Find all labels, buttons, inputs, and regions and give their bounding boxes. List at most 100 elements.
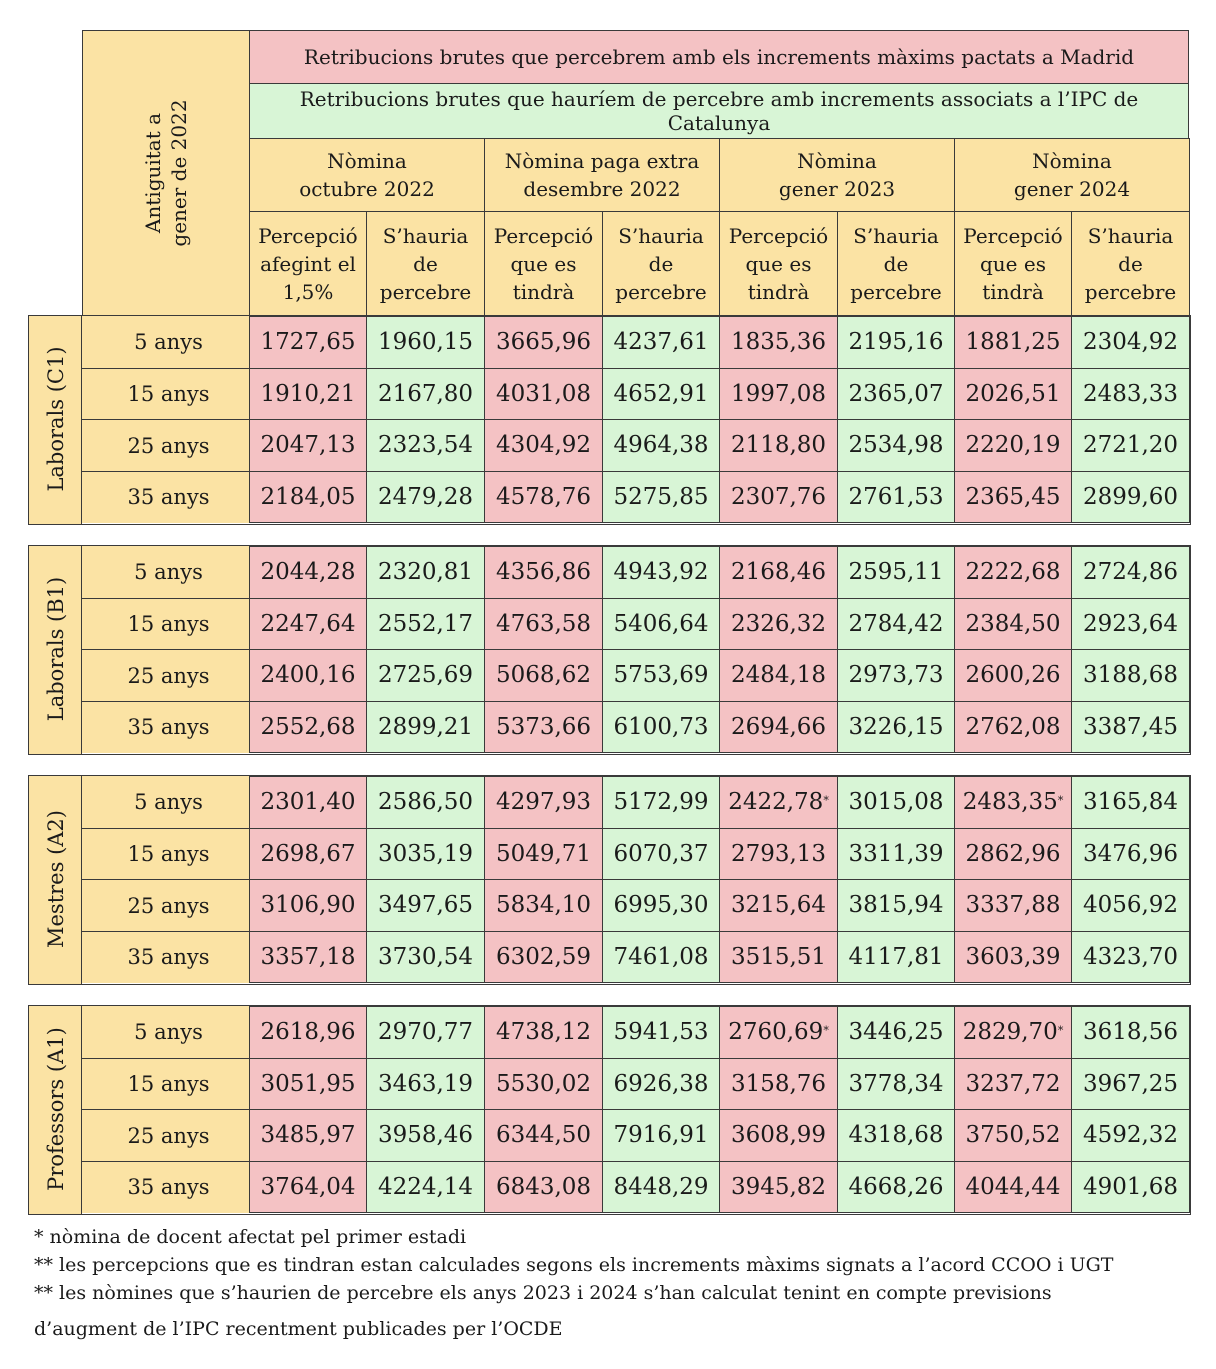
subcolumn-line: Percepció bbox=[963, 224, 1063, 248]
period-line: gener 2023 bbox=[778, 177, 896, 201]
table-cell: 2923,64 bbox=[1071, 597, 1190, 650]
cell-value: 3967,25 bbox=[1082, 1070, 1179, 1097]
cell-value: 3158,76 bbox=[730, 1070, 827, 1097]
cell-value: 2184,05 bbox=[260, 483, 356, 510]
table-cell: 3226,15 bbox=[837, 700, 955, 753]
cell-value: 2725,69 bbox=[377, 662, 474, 689]
cell-value: 5941,53 bbox=[613, 1019, 709, 1046]
table-cell: 3665,96 bbox=[484, 316, 603, 369]
table-cell: 2784,42 bbox=[837, 597, 955, 650]
table-cell: 2323,54 bbox=[366, 419, 485, 472]
table-cell: 4668,26 bbox=[837, 1160, 955, 1213]
cell-value: 5068,62 bbox=[495, 662, 592, 689]
cell-value: 3815,94 bbox=[848, 892, 944, 919]
table-cell: 2365,45 bbox=[954, 470, 1072, 523]
period-line: desembre 2022 bbox=[523, 177, 681, 201]
cell-value: 5406,64 bbox=[613, 610, 709, 637]
table-cell: 2595,11 bbox=[837, 546, 955, 599]
cell-value: 2026,51 bbox=[965, 380, 1061, 407]
table-cell: 2534,98 bbox=[837, 419, 955, 472]
period-line: Nòmina bbox=[797, 149, 877, 173]
cell-value: 2167,80 bbox=[377, 380, 474, 407]
table-cell: 6843,08 bbox=[484, 1160, 603, 1213]
cell-value: 2762,08 bbox=[965, 713, 1061, 740]
years-cell: 35 anys bbox=[82, 930, 249, 983]
subcolumn-line: Percepció bbox=[728, 224, 829, 248]
table-cell: 4323,70 bbox=[1071, 930, 1190, 983]
cell-value: 2247,64 bbox=[260, 610, 356, 637]
header-title-madrid: Retribucions brutes que percebrem amb el… bbox=[249, 30, 1189, 84]
cell-value: 3237,72 bbox=[965, 1070, 1061, 1097]
years-cell: 35 anys bbox=[82, 700, 249, 753]
table-cell: 4964,38 bbox=[602, 419, 720, 472]
cell-value: 4763,58 bbox=[495, 610, 592, 637]
cell-value: 4901,68 bbox=[1082, 1173, 1179, 1200]
cell-value: 2365,45 bbox=[965, 483, 1061, 510]
table-cell: 4578,76 bbox=[484, 470, 603, 523]
asterisk-mark: * bbox=[823, 1023, 829, 1037]
table-cell: 1960,15 bbox=[366, 316, 485, 369]
cell-value: 2698,67 bbox=[260, 840, 356, 867]
cell-value: 1910,21 bbox=[260, 380, 356, 407]
subcolumn-header: Percepció que es tindrà bbox=[719, 211, 838, 317]
table-cell: 3446,25 bbox=[837, 1006, 955, 1059]
table-cell: 2365,07 bbox=[837, 367, 955, 420]
cell-value: 5049,71 bbox=[495, 840, 592, 867]
cell-value: 6070,37 bbox=[613, 840, 709, 867]
subcolumn-line: tindrà bbox=[747, 280, 810, 304]
cell-value: 5530,02 bbox=[495, 1070, 592, 1097]
table-cell: 2384,50 bbox=[954, 597, 1072, 650]
table-cell: 5373,66 bbox=[484, 700, 603, 753]
table-cell: 2247,64 bbox=[249, 597, 367, 650]
table-cell: 2422,78 * bbox=[719, 776, 838, 829]
cell-value: 1727,65 bbox=[260, 329, 356, 356]
table-cell: 2484,18 bbox=[719, 649, 838, 702]
table-cell: 6926,38 bbox=[602, 1057, 720, 1110]
table-cell: 6995,30 bbox=[602, 879, 720, 932]
table-cell: 2167,80 bbox=[366, 367, 485, 420]
cell-value: 4652,91 bbox=[613, 380, 709, 407]
years-cell: 35 anys bbox=[82, 470, 249, 523]
years-cell: 25 anys bbox=[82, 879, 249, 932]
table-cell: 2899,60 bbox=[1071, 470, 1190, 523]
cell-value: 2760,69 bbox=[728, 1019, 824, 1046]
antiguitat-line: Antiguitat a bbox=[141, 112, 165, 234]
cell-value: 3357,18 bbox=[260, 943, 356, 970]
table-cell: 2301,40 bbox=[249, 776, 367, 829]
subcolumn-line: de bbox=[1118, 252, 1143, 276]
table-cell: 4304,92 bbox=[484, 419, 603, 472]
table-cell: 5941,53 bbox=[602, 1006, 720, 1059]
cell-value: 2721,20 bbox=[1082, 432, 1179, 459]
years-cell: 5 anys bbox=[82, 546, 249, 599]
cell-value: 2222,68 bbox=[965, 559, 1061, 586]
subcolumn-line: afegint el bbox=[260, 252, 356, 276]
cell-value: 3165,84 bbox=[1082, 789, 1179, 816]
table-cell: 2326,32 bbox=[719, 597, 838, 650]
cell-value: 2483,33 bbox=[1082, 380, 1179, 407]
cell-value: 7461,08 bbox=[613, 943, 709, 970]
table-cell: 2762,08 bbox=[954, 700, 1072, 753]
table-cell: 3051,95 bbox=[249, 1057, 367, 1110]
table-cell: 2168,46 bbox=[719, 546, 838, 599]
table-cell: 3311,39 bbox=[837, 827, 955, 880]
table-cell: 6344,50 bbox=[484, 1109, 603, 1162]
cell-value: 2320,81 bbox=[377, 559, 474, 586]
table-cell: 2793,13 bbox=[719, 827, 838, 880]
period-header: Nòmina gener 2024 bbox=[954, 138, 1190, 212]
table-cell: 2973,73 bbox=[837, 649, 955, 702]
table-cell: 2899,21 bbox=[366, 700, 485, 753]
group-label-cell bbox=[29, 776, 82, 984]
footnote: * nòmina de docent afectat pel primer es… bbox=[34, 1226, 467, 1248]
subcolumn-line: S’hauria bbox=[1087, 224, 1174, 248]
table-cell: 5406,64 bbox=[602, 597, 720, 650]
table-cell: 3497,65 bbox=[366, 879, 485, 932]
cell-value: 2484,18 bbox=[730, 662, 827, 689]
table-cell: 4031,08 bbox=[484, 367, 603, 420]
table-cell: 2600,26 bbox=[954, 649, 1072, 702]
table-cell: 6302,59 bbox=[484, 930, 603, 983]
cell-value: 2044,28 bbox=[260, 559, 356, 586]
years-cell: 25 anys bbox=[82, 649, 249, 702]
cell-value: 2862,96 bbox=[965, 840, 1061, 867]
cell-value: 4318,68 bbox=[848, 1122, 944, 1149]
cell-value: 3945,82 bbox=[730, 1173, 827, 1200]
